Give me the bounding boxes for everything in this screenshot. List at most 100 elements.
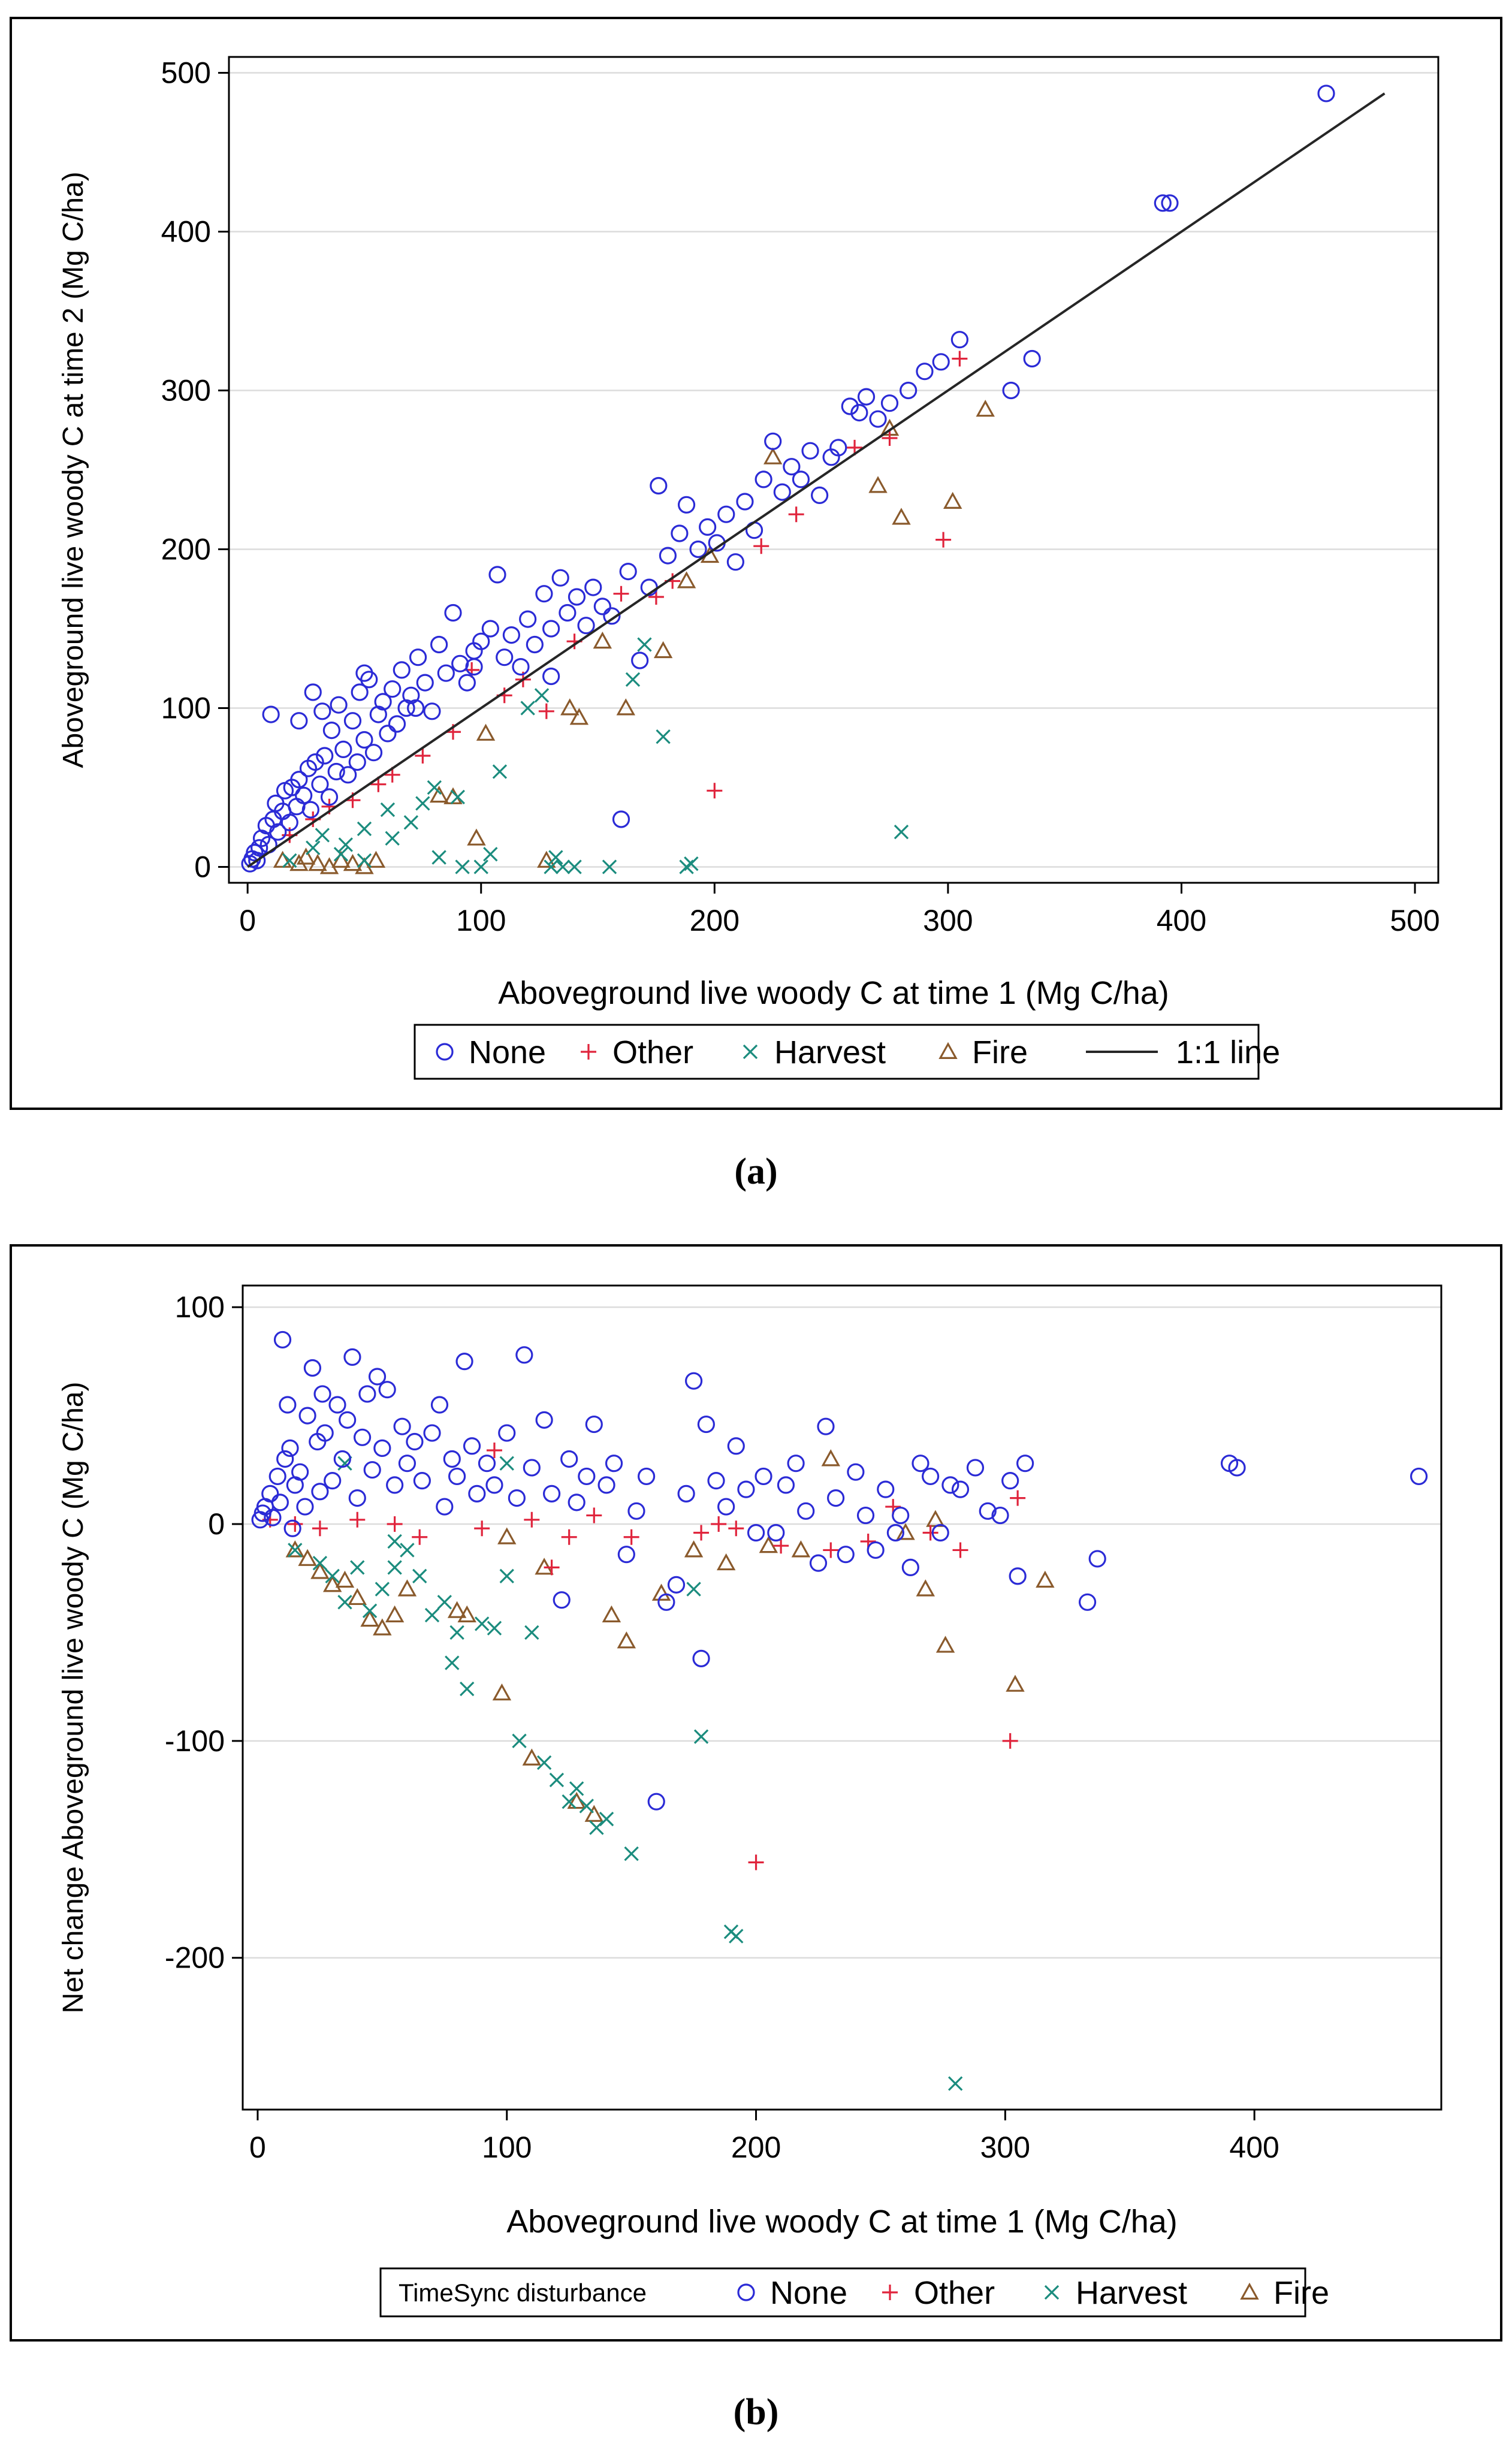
data-point-other bbox=[922, 1525, 938, 1541]
data-point-harvest bbox=[387, 1534, 402, 1549]
data-point-harvest bbox=[520, 701, 535, 716]
data-point-none bbox=[560, 1450, 578, 1468]
data-point-other bbox=[693, 1525, 710, 1541]
data-point-harvest bbox=[460, 1681, 475, 1697]
data-point-other bbox=[486, 1443, 502, 1458]
data-point-none bbox=[584, 578, 602, 596]
legend-label: None bbox=[770, 2275, 847, 2311]
legend-box bbox=[414, 1024, 1260, 1080]
data-point-none bbox=[726, 553, 744, 571]
data-point-none bbox=[373, 1439, 391, 1457]
data-point-none bbox=[991, 1506, 1009, 1525]
legend-marker-icon bbox=[581, 1044, 596, 1060]
data-point-other bbox=[773, 1538, 789, 1554]
data-point-harvest bbox=[548, 850, 563, 865]
data-point-none bbox=[717, 505, 735, 523]
y-tick-label: 500 bbox=[161, 56, 211, 90]
data-point-harvest bbox=[567, 859, 582, 874]
data-point-harvest bbox=[474, 1616, 490, 1631]
data-point-other bbox=[707, 783, 723, 799]
data-point-fire bbox=[373, 1618, 392, 1636]
data-point-fire bbox=[467, 828, 486, 846]
data-point-none bbox=[612, 810, 630, 828]
x-tick-label: 100 bbox=[456, 904, 506, 937]
data-point-fire bbox=[298, 1549, 317, 1566]
data-point-other bbox=[613, 586, 629, 602]
legend-item-other: Other bbox=[882, 2275, 995, 2311]
data-point-harvest bbox=[315, 828, 330, 843]
reference-line bbox=[247, 92, 1386, 868]
data-point-none bbox=[764, 432, 782, 450]
chart-panel-b: 0 100 200 300 400 -200 -100 0 100 Aboveground liv… bbox=[10, 1244, 1502, 2342]
data-point-fire bbox=[447, 1601, 467, 1618]
data-point-none bbox=[727, 1437, 745, 1455]
data-point-harvest bbox=[473, 859, 488, 874]
data-point-none bbox=[1228, 1459, 1246, 1477]
data-point-none bbox=[311, 1483, 329, 1501]
data-point-none bbox=[407, 699, 425, 717]
data-point-other bbox=[788, 506, 804, 523]
data-point-harvest bbox=[325, 1568, 340, 1584]
legend-label: Harvest bbox=[774, 1034, 886, 1070]
data-point-none bbox=[585, 1415, 603, 1434]
data-point-fire bbox=[653, 641, 673, 659]
data-point-none bbox=[829, 439, 847, 457]
data-point-harvest bbox=[288, 1543, 303, 1558]
data-point-none bbox=[697, 1415, 715, 1434]
data-point-fire bbox=[322, 1575, 342, 1592]
data-point-harvest bbox=[492, 764, 508, 779]
data-point-none bbox=[368, 1368, 387, 1386]
data-point-fire bbox=[791, 1540, 811, 1558]
data-point-none bbox=[430, 635, 448, 654]
x-tick-label: 200 bbox=[690, 904, 740, 937]
data-point-none bbox=[657, 1593, 675, 1611]
data-point-none bbox=[692, 1649, 710, 1667]
data-point-none bbox=[364, 744, 383, 762]
data-point-none bbox=[979, 1502, 997, 1520]
data-point-harvest bbox=[385, 831, 400, 846]
data-point-none bbox=[430, 1396, 449, 1414]
data-point-harvest bbox=[415, 796, 430, 811]
data-point-none bbox=[273, 1330, 292, 1349]
data-point-none bbox=[877, 1480, 895, 1498]
data-point-harvest bbox=[562, 1794, 577, 1809]
data-point-other bbox=[1002, 1733, 1018, 1749]
y-tick-label: 0 bbox=[208, 1507, 225, 1541]
data-point-fire bbox=[360, 1609, 379, 1627]
data-point-fire bbox=[285, 1540, 305, 1558]
data-point-harvest bbox=[549, 1772, 565, 1788]
data-point-none bbox=[797, 1502, 815, 1520]
data-point-none bbox=[667, 1576, 686, 1594]
data-point-none bbox=[279, 1396, 297, 1414]
data-point-none bbox=[353, 1428, 372, 1446]
data-point-other bbox=[415, 748, 431, 764]
data-point-none bbox=[481, 620, 499, 638]
data-point-none bbox=[298, 1407, 316, 1425]
data-point-none bbox=[777, 1476, 795, 1494]
data-point-none bbox=[330, 696, 348, 714]
data-point-none bbox=[303, 1359, 322, 1377]
data-point-none bbox=[283, 1519, 301, 1537]
series-none bbox=[241, 85, 1335, 873]
data-point-none bbox=[951, 1480, 970, 1498]
data-point-none bbox=[1002, 381, 1020, 400]
panel-frame bbox=[10, 1244, 1502, 2342]
data-point-none bbox=[707, 1472, 725, 1490]
data-point-none bbox=[736, 493, 754, 511]
data-point-harvest bbox=[350, 1560, 365, 1575]
data-point-none bbox=[1161, 194, 1179, 212]
data-point-other bbox=[312, 1520, 328, 1537]
data-marks bbox=[241, 85, 1386, 874]
data-point-harvest bbox=[499, 1568, 514, 1584]
data-point-fire bbox=[763, 447, 783, 464]
y-tick-label: 0 bbox=[194, 850, 211, 884]
data-point-fire bbox=[429, 785, 449, 803]
data-point-none bbox=[519, 610, 537, 628]
data-point-none bbox=[811, 486, 829, 505]
data-point-none bbox=[526, 635, 544, 654]
data-point-fire bbox=[497, 1527, 517, 1544]
legend-item-fire: Fire bbox=[938, 1034, 1028, 1070]
x-tick-label: 0 bbox=[239, 904, 256, 937]
legend-title: TimeSync disturbance bbox=[399, 2279, 647, 2307]
series-harvest bbox=[282, 637, 909, 874]
